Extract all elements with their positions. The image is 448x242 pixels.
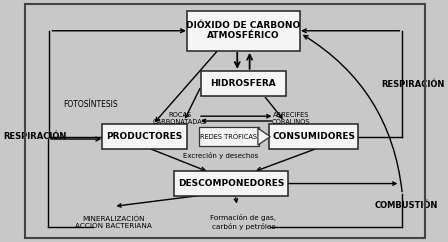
FancyBboxPatch shape — [102, 124, 187, 149]
Text: PRODUCTORES: PRODUCTORES — [106, 132, 182, 141]
Text: ROCAS
CARBONATADAS: ROCAS CARBONATADAS — [152, 112, 207, 125]
Text: COMBUSTIÓN: COMBUSTIÓN — [375, 201, 438, 210]
Text: HIDROSFERA: HIDROSFERA — [211, 79, 276, 88]
FancyBboxPatch shape — [187, 11, 300, 51]
Text: Formación de gas,
carbón y petróleo: Formación de gas, carbón y petróleo — [211, 214, 276, 230]
Text: DESCOMPONEDORES: DESCOMPONEDORES — [178, 179, 284, 188]
FancyBboxPatch shape — [199, 128, 259, 146]
Text: MINERALIZACIÓN
ACCIÓN BACTERIANA: MINERALIZACIÓN ACCIÓN BACTERIANA — [75, 215, 152, 229]
FancyBboxPatch shape — [269, 124, 358, 149]
Text: RESPIRACIÓN: RESPIRACIÓN — [381, 80, 444, 89]
FancyBboxPatch shape — [174, 171, 288, 196]
Text: FOTOSÍNTESIS: FOTOSÍNTESIS — [64, 100, 118, 109]
Text: REDES TRÓFICAS: REDES TRÓFICAS — [201, 133, 258, 140]
FancyBboxPatch shape — [201, 71, 286, 96]
Text: RESPIRACIÓN: RESPIRACIÓN — [3, 132, 67, 141]
Text: ARRECIFES
CORALINOS: ARRECIFES CORALINOS — [271, 112, 310, 125]
Text: DIÓXIDO DE CARBONO
ATMOSFÉRICO: DIÓXIDO DE CARBONO ATMOSFÉRICO — [186, 21, 301, 40]
Text: CONSUMIDORES: CONSUMIDORES — [272, 132, 355, 141]
Polygon shape — [258, 128, 270, 145]
Text: Excreción y desechos: Excreción y desechos — [183, 152, 258, 159]
